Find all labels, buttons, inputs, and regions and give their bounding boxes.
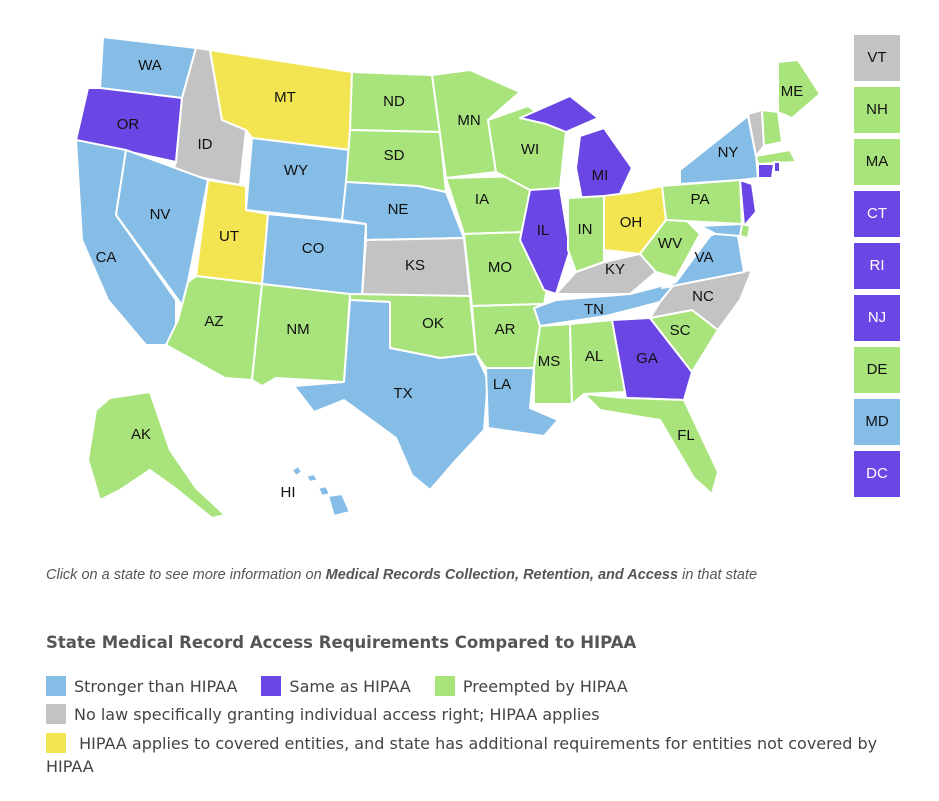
state-NH-map[interactable] (761, 109, 783, 147)
map-instruction: Click on a state to see more information… (46, 567, 926, 583)
state-VA[interactable] (661, 223, 745, 289)
legend-item-no-law: No law specifically granting individual … (46, 704, 600, 724)
legend-label-preempted: Preempted by HIPAA (462, 676, 628, 696)
state-WY[interactable] (245, 137, 351, 221)
state-ND[interactable] (349, 71, 441, 133)
small-state-md[interactable] (852, 397, 902, 447)
legend-swatch-additional (46, 733, 66, 753)
small-state-vt[interactable] (852, 33, 902, 83)
legend: Stronger than HIPAA Same as HIPAA Preemp… (46, 676, 906, 786)
state-GA[interactable] (611, 317, 693, 401)
state-label-hi: HI (281, 484, 296, 501)
legend-row-1: Stronger than HIPAA Same as HIPAA Preemp… (46, 676, 906, 696)
small-state-de[interactable] (852, 345, 902, 395)
small-state-ma[interactable] (852, 137, 902, 187)
legend-swatch-stronger (46, 676, 66, 696)
legend-title: State Medical Record Access Requirements… (46, 633, 637, 652)
instruction-topic: Medical Records Collection, Retention, a… (325, 567, 679, 583)
state-MA-map[interactable] (755, 149, 797, 165)
instruction-suffix: in that state (678, 567, 758, 583)
state-RI-map[interactable] (773, 161, 781, 173)
state-FL[interactable] (583, 393, 719, 495)
legend-label-additional: HIPAA applies to covered entities, and s… (46, 734, 878, 776)
instruction-prefix: Click on a state to see more information… (46, 567, 326, 583)
state-PA[interactable] (661, 179, 743, 225)
state-NM[interactable] (251, 283, 351, 387)
legend-item-additional: HIPAA applies to covered entities, and s… (46, 732, 906, 778)
state-AL[interactable] (569, 319, 627, 405)
small-state-ri[interactable] (852, 241, 902, 291)
legend-item-stronger: Stronger than HIPAA (46, 676, 237, 696)
state-MD-map[interactable] (699, 223, 743, 237)
state-CT-map[interactable] (757, 163, 775, 179)
legend-row-3: HIPAA applies to covered entities, and s… (46, 732, 906, 778)
state-NJ[interactable] (739, 179, 757, 227)
state-NY[interactable] (679, 115, 759, 185)
state-AR[interactable] (471, 303, 545, 369)
legend-label-same: Same as HIPAA (289, 676, 411, 696)
state-CO[interactable] (261, 213, 367, 297)
state-AK[interactable] (87, 391, 226, 519)
state-KS[interactable] (361, 237, 471, 297)
small-state-nj[interactable] (852, 293, 902, 343)
small-state-dc[interactable] (852, 449, 902, 499)
legend-swatch-preempted (434, 676, 455, 696)
small-state-ct[interactable] (852, 189, 902, 239)
state-TX[interactable] (293, 299, 489, 491)
legend-swatch-no-law (46, 704, 66, 724)
legend-swatch-same (261, 676, 282, 696)
legend-row-2: No law specifically granting individual … (46, 704, 906, 724)
legend-item-same: Same as HIPAA (261, 676, 411, 696)
legend-label-no-law: No law specifically granting individual … (74, 704, 600, 724)
legend-label-stronger: Stronger than HIPAA (74, 676, 238, 696)
legend-item-preempted: Preempted by HIPAA (434, 676, 628, 696)
state-IN[interactable] (567, 195, 605, 273)
state-HI[interactable] (291, 465, 351, 517)
state-ME[interactable] (777, 59, 821, 119)
state-MS[interactable] (533, 323, 573, 405)
small-state-nh[interactable] (852, 85, 902, 135)
